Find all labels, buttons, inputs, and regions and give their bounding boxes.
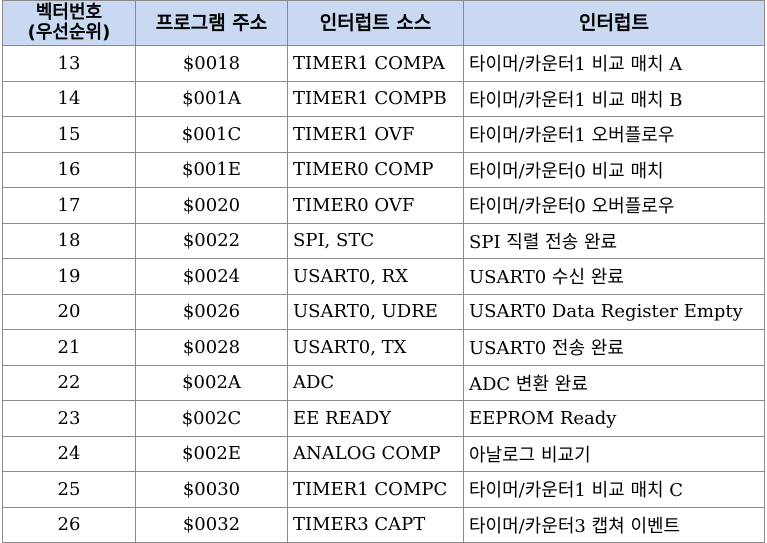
program-address-cell: $0024	[135, 258, 288, 295]
interrupt-source-cell: TIMER1 COMPA	[287, 45, 464, 82]
interrupt-description-cell: 타이머/카운터1 비교 매치 B	[463, 80, 765, 117]
interrupt-source-cell: TIMER1 COMPB	[287, 80, 464, 117]
table-row: 20 $0026 USART0, UDRE USART0 Data Register …	[2, 293, 765, 330]
table-row: 17 $0020 TIMER0 OVF 타이머/카운터0 오버플로우	[2, 187, 765, 224]
table-row: 15 $001C TIMER1 OVF 타이머/카운터1 오버플로우	[2, 116, 765, 153]
interrupt-description-cell: 타이머/카운터1 오버플로우	[463, 116, 765, 153]
interrupt-source-cell: TIMER1 OVF	[287, 116, 464, 153]
vector-number-cell: 24	[2, 435, 136, 472]
table-row: 24 $002E ANALOG COMP 아날로그 비교기	[2, 435, 765, 472]
interrupt-description-cell: 아날로그 비교기	[463, 435, 765, 472]
header-program-address: 프로그램 주소	[135, 0, 288, 46]
interrupt-source-cell: TIMER1 COMPC	[287, 471, 464, 508]
header-vector-number-line2: (우선순위)	[27, 22, 111, 43]
table-row: 25 $0030 TIMER1 COMPC 타이머/카운터1 비교 매치 C	[2, 471, 765, 508]
table-row: 23 $002C EE READY EEPROM Ready	[2, 400, 765, 437]
interrupt-description-cell: 타이머/카운터1 비교 매치 C	[463, 471, 765, 508]
vector-number-cell: 19	[2, 258, 136, 295]
interrupt-description-cell: 타이머/카운터0 비교 매치	[463, 151, 765, 188]
vector-number-cell: 17	[2, 187, 136, 224]
interrupt-source-cell: TIMER0 COMP	[287, 151, 464, 188]
interrupt-source-cell: USART0, RX	[287, 258, 464, 295]
interrupt-description-cell: USART0 Data Register Empty	[463, 293, 765, 330]
interrupt-source-cell: ANALOG COMP	[287, 435, 464, 472]
program-address-cell: $001C	[135, 116, 288, 153]
vector-number-cell: 25	[2, 471, 136, 508]
interrupt-description-cell: 타이머/카운터1 비교 매치 A	[463, 45, 765, 82]
table-row: 21 $0028 USART0, TX USART0 전송 완료	[2, 329, 765, 366]
vector-number-cell: 20	[2, 293, 136, 330]
header-vector-number: 벡터번호 (우선순위)	[2, 0, 136, 46]
program-address-cell: $0020	[135, 187, 288, 224]
interrupt-description-cell: 타이머/카운터0 오버플로우	[463, 187, 765, 224]
interrupt-source-cell: TIMER3 CAPT	[287, 506, 464, 543]
header-row: 벡터번호 (우선순위) 프로그램 주소 인터럽트 소스 인터럽트	[2, 0, 765, 46]
program-address-cell: $0018	[135, 45, 288, 82]
table-row: 13 $0018 TIMER1 COMPA 타이머/카운터1 비교 매치 A	[2, 45, 765, 82]
interrupt-description-cell: USART0 수신 완료	[463, 258, 765, 295]
interrupt-source-cell: TIMER0 OVF	[287, 187, 464, 224]
vector-number-cell: 23	[2, 400, 136, 437]
program-address-cell: $0026	[135, 293, 288, 330]
vector-number-cell: 13	[2, 45, 136, 82]
interrupt-source-cell: EE READY	[287, 400, 464, 437]
vector-number-cell: 16	[2, 151, 136, 188]
header-vector-number-line1: 벡터번호	[35, 2, 103, 23]
vector-number-cell: 14	[2, 80, 136, 117]
vector-number-cell: 22	[2, 364, 136, 401]
header-interrupt: 인터럽트	[463, 0, 765, 46]
table-body: 13 $0018 TIMER1 COMPA 타이머/카운터1 비교 매치 A 14 $00…	[2, 45, 765, 543]
table-row: 22 $002A ADC ADC 변환 완료	[2, 364, 765, 401]
program-address-cell: $0022	[135, 222, 288, 259]
table-row: 26 $0032 TIMER3 CAPT 타이머/카운터3 캡쳐 이벤트	[2, 506, 765, 543]
interrupt-source-cell: USART0, TX	[287, 329, 464, 366]
program-address-cell: $001A	[135, 80, 288, 117]
vector-number-cell: 15	[2, 116, 136, 153]
vector-number-cell: 26	[2, 506, 136, 543]
interrupt-description-cell: ADC 변환 완료	[463, 364, 765, 401]
program-address-cell: $002E	[135, 435, 288, 472]
header-interrupt-source-label: 인터럽트 소스	[319, 11, 432, 34]
program-address-cell: $002C	[135, 400, 288, 437]
interrupt-description-cell: SPI 직렬 전송 완료	[463, 222, 765, 259]
program-address-cell: $002A	[135, 364, 288, 401]
program-address-cell: $0030	[135, 471, 288, 508]
table-row: 14 $001A TIMER1 COMPB 타이머/카운터1 비교 매치 B	[2, 80, 765, 117]
vector-number-cell: 21	[2, 329, 136, 366]
interrupt-description-cell: 타이머/카운터3 캡쳐 이벤트	[463, 506, 765, 543]
program-address-cell: $001E	[135, 151, 288, 188]
table-header: 벡터번호 (우선순위) 프로그램 주소 인터럽트 소스 인터럽트	[2, 0, 765, 46]
table-row: 19 $0024 USART0, RX USART0 수신 완료	[2, 258, 765, 295]
interrupt-description-cell: USART0 전송 완료	[463, 329, 765, 366]
table-row: 18 $0022 SPI, STC SPI 직렬 전송 완료	[2, 222, 765, 259]
interrupt-description-cell: EEPROM Ready	[463, 400, 765, 437]
program-address-cell: $0028	[135, 329, 288, 366]
interrupt-source-cell: ADC	[287, 364, 464, 401]
interrupt-source-cell: SPI, STC	[287, 222, 464, 259]
header-interrupt-label: 인터럽트	[579, 11, 649, 34]
program-address-cell: $0032	[135, 506, 288, 543]
vector-number-cell: 18	[2, 222, 136, 259]
table-row: 16 $001E TIMER0 COMP 타이머/카운터0 비교 매치	[2, 151, 765, 188]
header-program-address-label: 프로그램 주소	[155, 11, 268, 34]
header-interrupt-source: 인터럽트 소스	[287, 0, 464, 46]
interrupt-source-cell: USART0, UDRE	[287, 293, 464, 330]
